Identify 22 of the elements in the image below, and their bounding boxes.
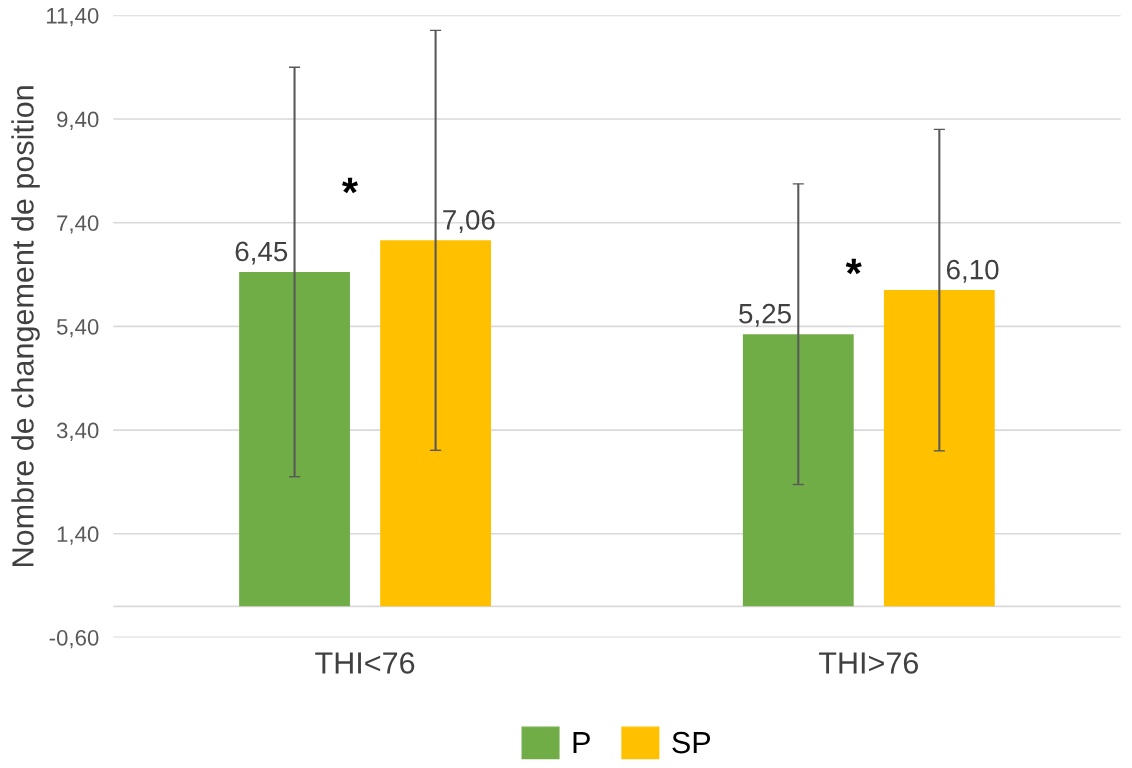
data-label: 6,10 — [946, 259, 999, 283]
bar — [380, 240, 492, 607]
y-tick-label: 3,40 — [56, 422, 99, 441]
y-tick-label: 7,40 — [57, 215, 99, 234]
y-axis-title: Nombre de changement de position — [11, 86, 40, 566]
data-label: 7,06 — [443, 210, 495, 233]
y-tick-label: 1,40 — [57, 526, 99, 545]
x-tick-label: THI>76 — [818, 652, 918, 674]
y-tick-label: -0,60 — [49, 629, 99, 649]
data-label: 6,45 — [235, 241, 288, 265]
bar — [883, 290, 995, 607]
data-label: 5,25 — [739, 303, 791, 327]
y-tick-label: 11,40 — [47, 7, 99, 27]
annotation: * — [341, 177, 359, 194]
bar — [239, 271, 350, 607]
bar — [742, 334, 854, 607]
y-tick-label: 5,40 — [56, 318, 99, 338]
legend-label: P — [573, 732, 590, 754]
legend-label: SP — [672, 731, 711, 754]
annotation: * — [845, 258, 862, 275]
y-tick-label: 9,40 — [57, 111, 99, 130]
x-tick-label: THI<76 — [315, 652, 415, 674]
